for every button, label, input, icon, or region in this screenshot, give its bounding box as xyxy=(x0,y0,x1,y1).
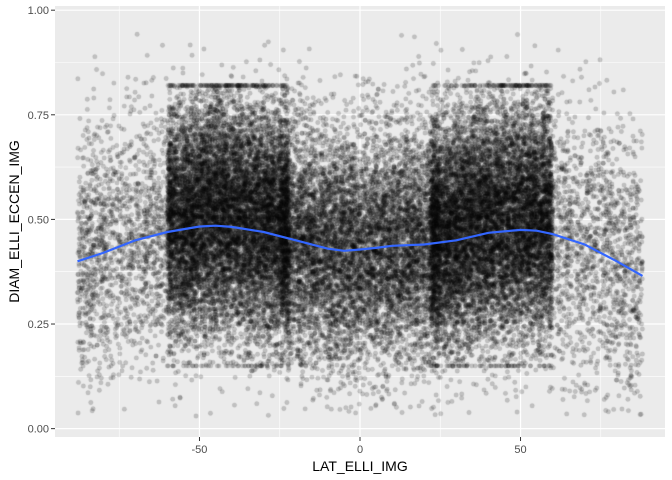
x-axis-title: LAT_ELLI_IMG xyxy=(312,458,407,474)
x-axis-ticks: -50 0 50 xyxy=(192,437,527,456)
smooth-curve xyxy=(77,224,644,277)
y-axis-title: DIAM_ELLI_ECCEN_IMG xyxy=(6,140,22,303)
x-tick-label: 0 xyxy=(357,444,363,456)
x-tick-label: -50 xyxy=(192,444,208,456)
y-tick-label: 0.75 xyxy=(28,110,49,122)
y-tick-label: 0.25 xyxy=(28,319,49,331)
scatter-points xyxy=(55,6,665,437)
x-tick-label: 50 xyxy=(514,444,526,456)
scatter-points-layer xyxy=(55,6,665,437)
y-axis-ticks: 0.00 0.25 0.50 0.75 1.00 xyxy=(28,5,55,436)
y-tick-label: 0.00 xyxy=(28,424,49,436)
y-tick-label: 1.00 xyxy=(28,5,49,17)
y-tick-label: 0.50 xyxy=(28,214,49,226)
